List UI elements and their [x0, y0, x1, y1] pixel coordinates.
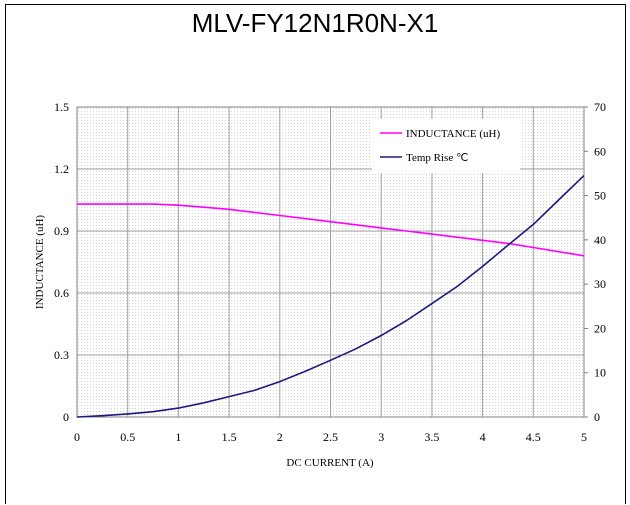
y2-tick-label: 0: [594, 410, 600, 424]
x-tick-label: 2: [277, 430, 283, 444]
x-tick-label: 0: [74, 430, 80, 444]
y2-tick-label: 50: [594, 189, 606, 203]
plot-area-border: [76, 106, 585, 418]
y-tick-label: 1.5: [54, 100, 69, 114]
y2-tick-label: 40: [594, 233, 606, 247]
y2-tick-label: 60: [594, 144, 606, 158]
y-tick-label: 0.3: [54, 348, 69, 362]
legend-label-2: Temp Rise ℃: [406, 152, 468, 164]
series-line-2: [76, 175, 585, 418]
tick-labels: 0 0.5 1 1.5 2 2.5 3 3.5 4 4.5 500.30.60.91.21.5010…: [54, 100, 606, 444]
y-tick-label: 1.2: [54, 162, 69, 176]
x-tick-label: 1.5: [222, 430, 237, 444]
x-tick-label: 3.5: [424, 430, 439, 444]
y-axis-label: INDUCTANCE (uH): [34, 215, 46, 309]
y2-tick-label: 30: [594, 277, 606, 291]
legend-label-1: INDUCTANCE (uH): [406, 128, 500, 140]
x-tick-label: 5: [581, 430, 587, 444]
x-tick-label: 1: [175, 430, 181, 444]
x-tick-label: 2.5: [323, 430, 338, 444]
legend: INDUCTANCE (uH) Temp Rise ℃: [372, 119, 520, 173]
y-tick-label: 0.9: [54, 224, 69, 238]
x-axis-label: DC CURRENT (A): [286, 457, 374, 469]
x-tick-label: 4: [480, 430, 486, 444]
y-tick-label: 0.6: [54, 286, 69, 300]
legend-background: [372, 119, 520, 173]
y2-tick-label: 20: [594, 321, 606, 335]
grid-lines: [77, 107, 584, 417]
x-tick-label: 0.5: [120, 430, 135, 444]
chart-title: MLV-FY12N1R0N-X1: [191, 8, 439, 38]
x-tick-label: 4.5: [526, 430, 541, 444]
x-tick-label: 3: [378, 430, 384, 444]
y-tick-label: 0: [63, 410, 69, 424]
y2-tick-label: 10: [594, 366, 606, 380]
series-line-1: [77, 203, 585, 257]
y2-tick-label: 70: [594, 100, 606, 114]
chart-frame: [5, 4, 626, 504]
series-lines: [76, 175, 585, 418]
